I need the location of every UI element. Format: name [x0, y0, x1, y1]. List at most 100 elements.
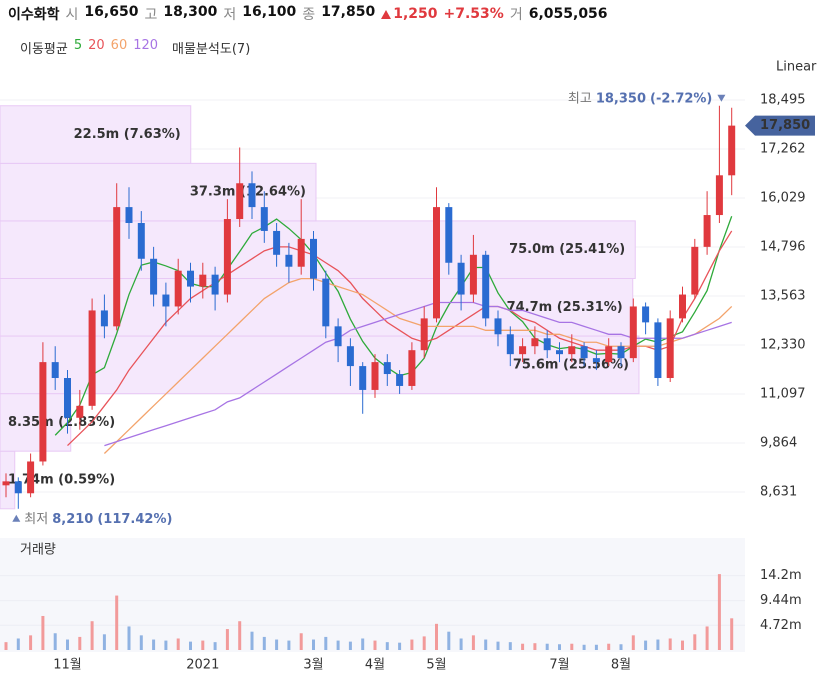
volume-bar: [521, 643, 525, 650]
candle-body: [666, 318, 674, 379]
volume-bar: [668, 638, 672, 650]
volume-bar: [730, 618, 734, 650]
candle-body: [39, 362, 47, 462]
volume-bar: [66, 639, 69, 650]
profile-label: 75.6m (25.56%): [513, 357, 629, 372]
low-note-label: 최저: [24, 511, 48, 526]
candle-body: [88, 310, 96, 406]
ma-line: [104, 301, 732, 447]
candle-body: [322, 278, 330, 327]
field-value: 17,850: [321, 4, 376, 20]
field-value: 16,650: [84, 4, 139, 20]
profile-label: 1.74m (0.59%): [8, 472, 115, 487]
y-tick-label: 11,097: [760, 387, 806, 402]
candle-body: [396, 374, 404, 386]
x-tick-label: 5월: [426, 658, 446, 673]
candle-body: [420, 318, 428, 351]
volume-bar: [225, 629, 229, 650]
candle-body: [433, 207, 440, 319]
x-tick-label: 4월: [365, 658, 385, 673]
volume-bar: [90, 621, 94, 650]
candle-body: [248, 183, 256, 208]
candle-body: [285, 254, 293, 267]
change: 1,250: [393, 6, 438, 22]
volume-bar: [631, 635, 635, 650]
ma-legend-entry: 60: [110, 38, 128, 53]
profile-label: 8.35m (2.83%): [8, 415, 115, 430]
volume-bar: [348, 641, 352, 650]
volume-bar: [508, 642, 512, 650]
ma-legend-entry: 5: [73, 38, 83, 53]
candle-body: [27, 461, 35, 494]
volume-bar: [78, 636, 82, 650]
candle-body: [568, 346, 576, 355]
candle-body: [494, 318, 502, 335]
y-tick-label: 18,495: [760, 92, 806, 107]
volume-bar: [238, 621, 242, 650]
low-marker: [12, 514, 21, 522]
volume-bar: [336, 640, 340, 650]
candle-body: [100, 310, 108, 327]
volume-bar: [176, 638, 180, 650]
candle-body: [64, 378, 71, 418]
volume-bar: [533, 643, 537, 650]
field-label: 종: [302, 7, 316, 23]
low-note: 최저 8,210 (117.42%): [24, 511, 172, 526]
high-note: 최고 18,350 (-2.72%): [568, 91, 712, 106]
candle-body: [629, 306, 637, 359]
field-label: 시: [65, 7, 79, 23]
volume-bar: [361, 638, 365, 650]
candle-body: [76, 405, 84, 418]
volume-bar: [619, 644, 623, 650]
volume-bar: [275, 639, 279, 650]
candle-body: [359, 366, 367, 390]
volume-bar: [447, 631, 451, 650]
volume-tick-label: 4.72m: [760, 618, 802, 633]
high-note-value: 18,350: [596, 91, 646, 106]
candle-body: [310, 238, 317, 279]
candle-body: [617, 346, 625, 359]
y-tick-label: 13,563: [760, 289, 806, 304]
candle-body: [260, 207, 268, 231]
volume-value: 6,055,056: [528, 6, 608, 22]
field-value: 18,300: [163, 4, 218, 20]
volume-bar: [471, 635, 475, 650]
candle-body: [346, 346, 354, 367]
x-tick-label: 2021: [186, 658, 219, 673]
volume-bar: [312, 639, 315, 650]
volume-bar: [385, 642, 389, 650]
volume-bar: [681, 640, 684, 650]
profile-bar: [0, 393, 72, 452]
y-tick-label: 9,864: [760, 436, 797, 451]
ma-title: 이동평균: [20, 42, 68, 57]
volume-title: 거래량: [20, 543, 56, 558]
scale-label: Linear: [776, 60, 817, 75]
volume-bar: [459, 638, 463, 650]
ma-line: [103, 277, 733, 454]
x-tick-label: 11월: [53, 658, 82, 673]
volume-bar: [398, 642, 402, 650]
volume-label: 거: [509, 7, 523, 23]
volume-bar: [115, 595, 119, 650]
candle-body: [51, 362, 59, 379]
y-tick-label: 17,262: [760, 141, 806, 156]
candle-body: [469, 254, 477, 295]
candle-body: [592, 358, 600, 363]
candle-body: [715, 175, 723, 216]
candle-body: [334, 326, 342, 347]
candle-body: [691, 246, 699, 295]
volume-bar: [152, 639, 156, 650]
profile-label: 74.7m (25.31%): [507, 300, 623, 315]
candle-body: [654, 322, 662, 379]
change-pct: +7.53%: [443, 6, 504, 22]
ma-legend-entry: 20: [88, 38, 105, 53]
candle-body: [273, 230, 281, 255]
profile-bar: [0, 105, 192, 164]
x-tick-label: 3월: [303, 658, 323, 673]
volume-bar: [693, 634, 697, 650]
low-note-change: (117.42%): [97, 511, 172, 526]
x-tick-label: 8월: [611, 658, 631, 673]
volume-bar: [53, 633, 57, 650]
candle-body: [408, 350, 416, 386]
